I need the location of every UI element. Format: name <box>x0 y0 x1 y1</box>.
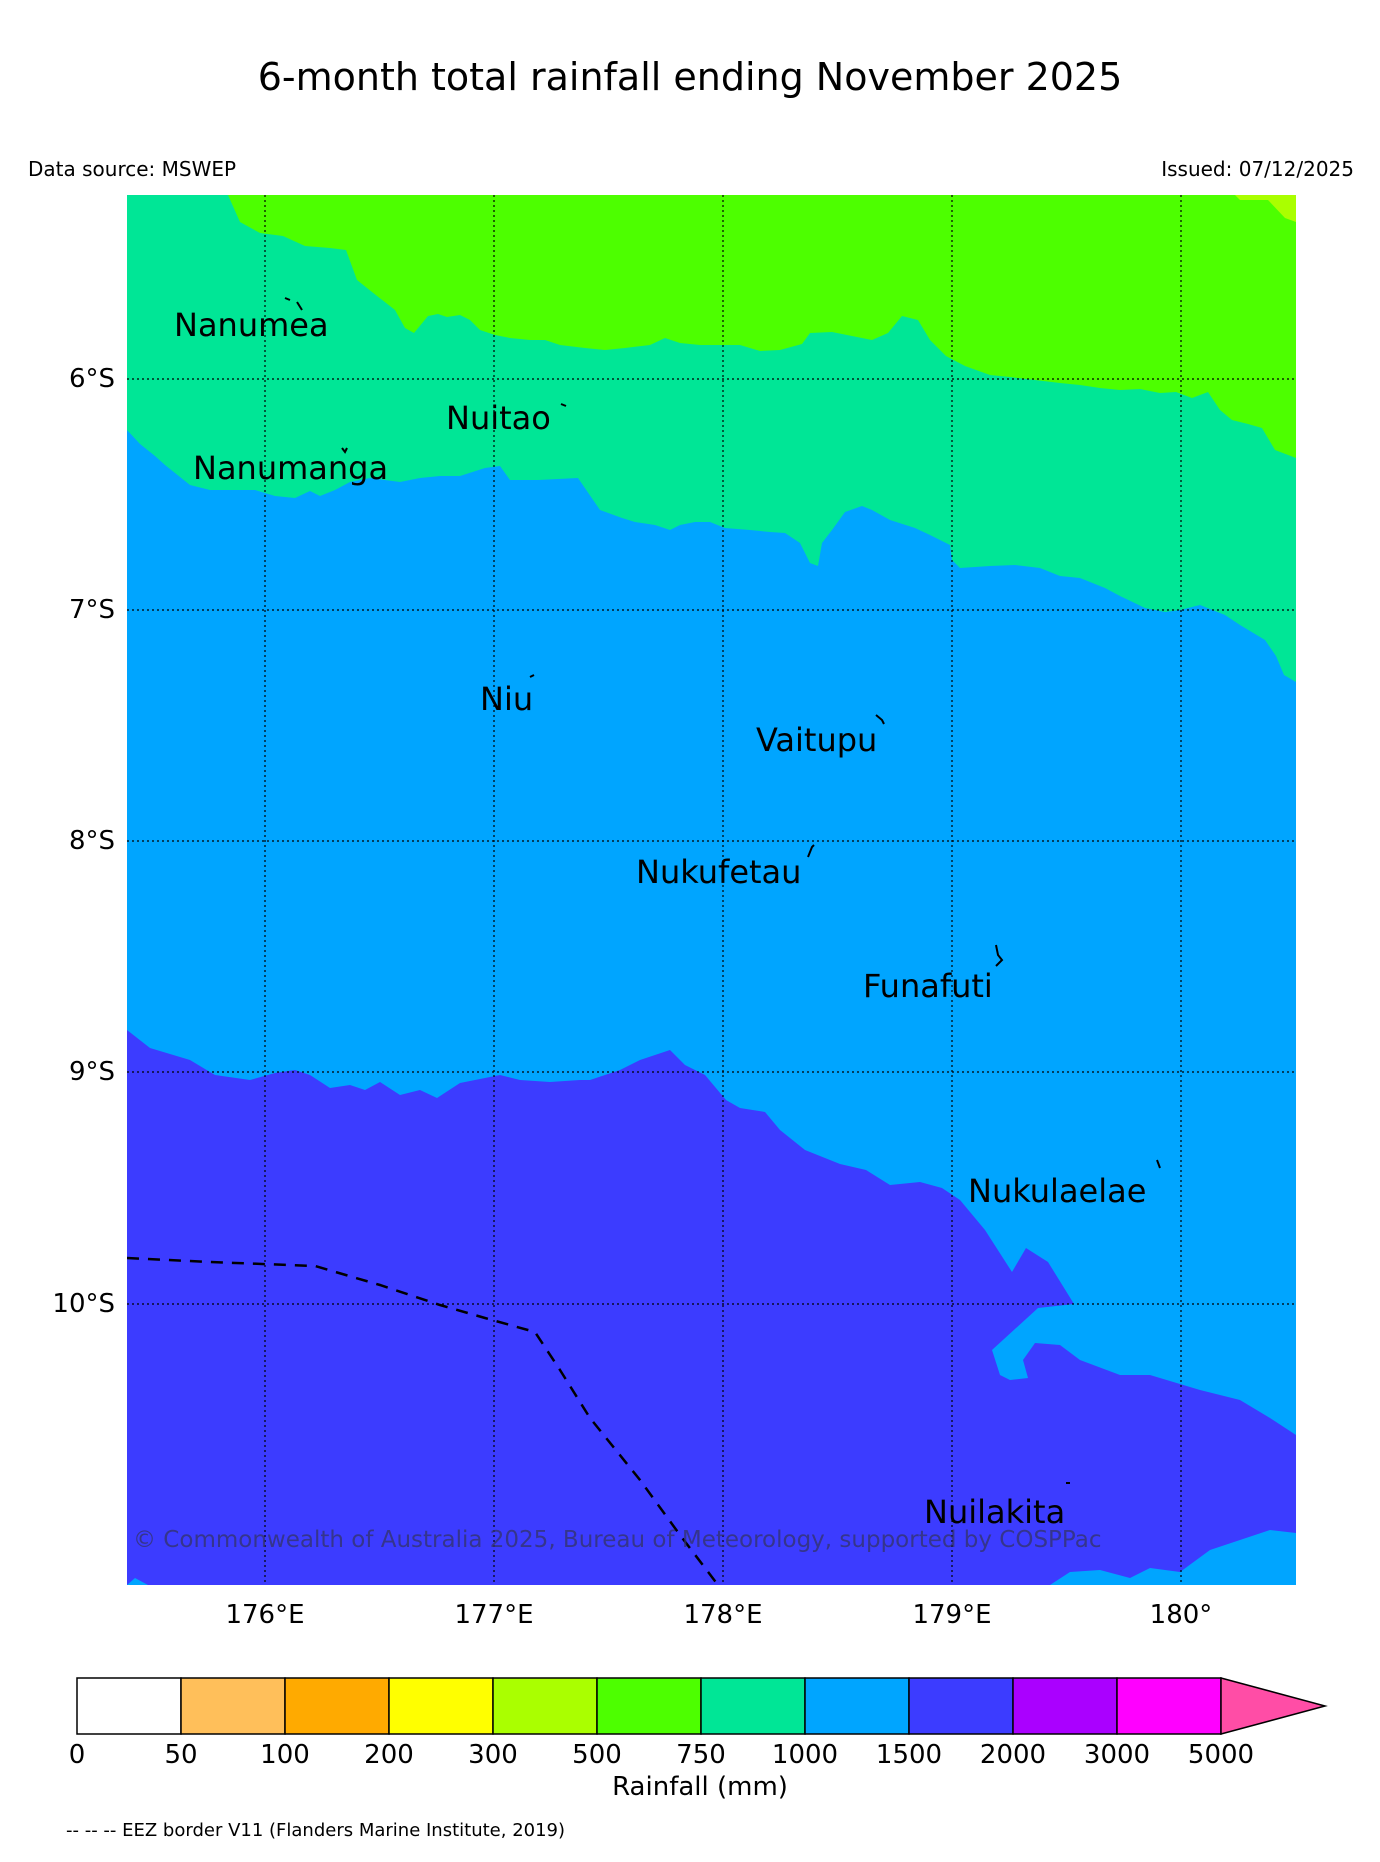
place-nanumanga: Nanumanga <box>193 449 389 487</box>
vaitupu-island <box>875 714 885 725</box>
colorbar-segment <box>700 1677 806 1735</box>
data-source: Data source: MSWEP <box>28 157 237 181</box>
lat-label-6s: 6°S <box>68 364 115 394</box>
colorbar-segment <box>388 1677 494 1735</box>
colorbar-tick: 500 <box>572 1740 622 1770</box>
place-funafuti: Funafuti <box>863 967 993 1005</box>
nukulaelae-island <box>1156 1159 1161 1169</box>
lon-label-176e: 176°E <box>225 1600 305 1630</box>
place-nukulaelae: Nukulaelae <box>968 1172 1147 1210</box>
funafuti-island <box>995 944 1004 967</box>
place-nanumea: Nanumea <box>174 306 329 344</box>
colorbar-tick: 3000 <box>1083 1740 1151 1770</box>
colorbar-tick: 200 <box>364 1740 414 1770</box>
graticule <box>127 195 1296 1585</box>
lon-label-180: 180° <box>1149 1600 1213 1630</box>
colorbar-tick: 5000 <box>1187 1740 1255 1770</box>
colorbar-segment <box>1012 1677 1118 1735</box>
place-nuilakita: Nuilakita <box>924 1493 1066 1531</box>
colorbar-title: Rainfall (mm) <box>612 1772 788 1802</box>
place-nuitao: Nuitao <box>446 399 551 437</box>
nanumanga-island <box>341 447 348 454</box>
nukufetau-island <box>807 844 815 858</box>
colorbar-tick: 300 <box>468 1740 518 1770</box>
colorbar-segment <box>1116 1677 1222 1735</box>
colorbar <box>76 1677 1328 1735</box>
colorbar-segment <box>76 1677 182 1735</box>
lat-label-7s: 7°S <box>68 595 115 625</box>
place-vaitupu: Vaitupu <box>756 721 878 759</box>
eez-legend-note: -- -- -- EEZ border V11 (Flanders Marine… <box>66 1820 566 1841</box>
place-niu: Niu <box>480 680 534 718</box>
lat-label-10s: 10°S <box>52 1289 115 1319</box>
lon-label-179e: 179°E <box>912 1600 992 1630</box>
colorbar-tick: 50 <box>164 1740 198 1770</box>
place-nukufetau: Nukufetau <box>636 853 802 891</box>
nanumea-island <box>284 297 303 311</box>
zone-500-750 <box>228 195 1296 458</box>
colorbar-segment <box>180 1677 286 1735</box>
copyright-notice: © Commonwealth of Australia 2025, Bureau… <box>133 1527 1102 1553</box>
colorbar-segment <box>284 1677 390 1735</box>
issued-date: Issued: 07/12/2025 <box>1161 157 1354 181</box>
colorbar-tick: 2000 <box>979 1740 1047 1770</box>
niu-island <box>529 674 535 678</box>
colorbar-tick: 0 <box>68 1740 86 1770</box>
colorbar-tick: 100 <box>260 1740 310 1770</box>
zone-1000-1500-south <box>1050 1530 1296 1585</box>
colorbar-tick: 1000 <box>771 1740 839 1770</box>
map-title: 6-month total rainfall ending November 2… <box>257 55 1123 99</box>
colorbar-tick: 750 <box>676 1740 726 1770</box>
zone-1000-1500-sw <box>127 1578 148 1585</box>
colorbar-segment <box>596 1677 702 1735</box>
colorbar-tick: 1500 <box>875 1740 943 1770</box>
lon-label-178e: 178°E <box>683 1600 763 1630</box>
colorbar-extend-arrow <box>1220 1677 1328 1735</box>
eez-border <box>127 1256 719 1585</box>
nuitao-island <box>560 403 567 407</box>
zone-300-500 <box>1235 195 1296 222</box>
rainfall-contours <box>127 195 1296 1585</box>
lon-label-177e: 177°E <box>454 1600 534 1630</box>
colorbar-segment <box>908 1677 1014 1735</box>
colorbar-segment <box>804 1677 910 1735</box>
colorbar-segment <box>492 1677 598 1735</box>
island-shapes <box>284 297 1161 1484</box>
lat-label-8s: 8°S <box>68 826 115 856</box>
lat-label-9s: 9°S <box>68 1057 115 1087</box>
